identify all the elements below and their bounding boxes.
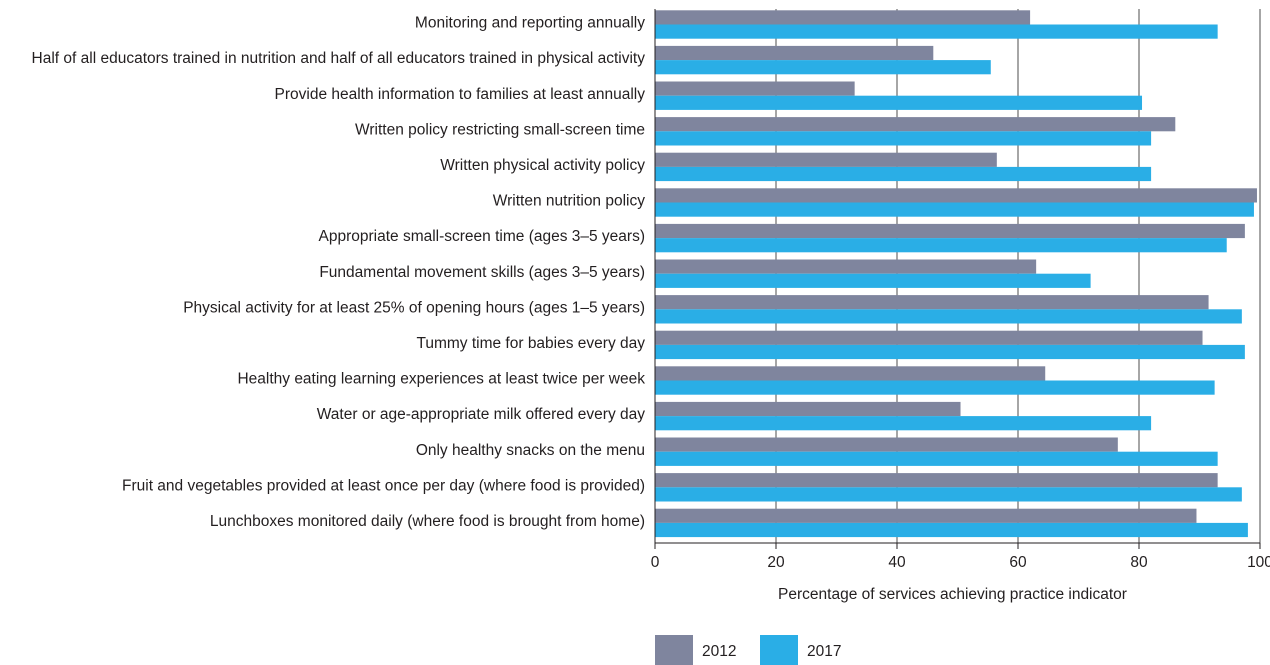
bar-2012-13 <box>655 473 1218 488</box>
bar-2012-10 <box>655 366 1046 381</box>
bar-2017-13 <box>655 487 1242 502</box>
category-label-14: Lunchboxes monitored daily (where food i… <box>210 513 645 530</box>
bar-2017-1 <box>655 60 991 75</box>
bar-2017-14 <box>655 522 1248 538</box>
bar-2012-2 <box>655 81 855 96</box>
bar-2017-7 <box>655 273 1091 288</box>
category-label-3: Written policy restricting small-screen … <box>355 121 645 138</box>
category-label-9: Tummy time for babies every day <box>416 335 645 352</box>
bar-2012-11 <box>655 401 961 417</box>
bar-2012-6 <box>655 223 1245 239</box>
bar-2012-1 <box>655 45 934 61</box>
legend-label-2017: 2017 <box>807 643 841 660</box>
bar-2012-3 <box>655 117 1176 132</box>
x-axis-title: Percentage of services achieving practic… <box>778 586 1127 603</box>
bar-2017-10 <box>655 380 1215 395</box>
x-tick-label-20: 20 <box>767 554 785 571</box>
legend-swatch-2012 <box>655 635 693 665</box>
category-label-1: Half of all educators trained in nutriti… <box>32 50 646 67</box>
legend-label-2012: 2012 <box>702 643 736 660</box>
category-label-0: Monitoring and reporting annually <box>415 15 645 32</box>
category-label-5: Written nutrition policy <box>493 193 645 210</box>
bar-2017-6 <box>655 238 1227 253</box>
category-label-11: Water or age-appropriate milk offered ev… <box>317 406 645 423</box>
bar-2012-0 <box>655 10 1031 25</box>
bar-2012-5 <box>655 188 1257 203</box>
bar-2017-12 <box>655 451 1218 466</box>
category-labels: Monitoring and reporting annually Half of… <box>32 15 646 530</box>
bar-2017-9 <box>655 344 1245 360</box>
x-tick-label-0: 0 <box>651 554 660 571</box>
category-label-10: Healthy eating learning experiences at l… <box>237 371 645 388</box>
bar-2017-0 <box>655 24 1218 39</box>
bars <box>655 10 1257 538</box>
x-axis: 0 20 40 60 80 100 <box>651 9 1270 571</box>
bar-2012-7 <box>655 259 1037 274</box>
bar-2017-11 <box>655 416 1152 431</box>
bar-2012-8 <box>655 295 1209 310</box>
bar-2012-12 <box>655 437 1118 452</box>
x-tick-label-40: 40 <box>888 554 906 571</box>
legend-swatch-2017 <box>760 635 798 665</box>
bar-2017-5 <box>655 202 1254 217</box>
category-label-4: Written physical activity policy <box>440 157 645 174</box>
category-label-12: Only healthy snacks on the menu <box>416 442 645 459</box>
bar-2017-8 <box>655 309 1242 324</box>
bar-2017-4 <box>655 166 1152 182</box>
category-label-7: Fundamental movement skills (ages 3–5 ye… <box>319 264 645 281</box>
x-tick-label-100: 100 <box>1247 554 1270 571</box>
bar-2017-2 <box>655 95 1143 110</box>
legend: 2012 2017 <box>655 635 841 665</box>
bar-2012-9 <box>655 330 1203 345</box>
category-label-2: Provide health information to families a… <box>275 86 646 103</box>
category-label-13: Fruit and vegetables provided at least o… <box>122 477 645 494</box>
category-label-8: Physical activity for at least 25% of op… <box>183 299 645 316</box>
x-tick-label-60: 60 <box>1009 554 1027 571</box>
bar-2012-14 <box>655 508 1197 523</box>
category-label-6: Appropriate small-screen time (ages 3–5 … <box>319 228 646 245</box>
bar-2012-4 <box>655 152 997 167</box>
x-tick-label-80: 80 <box>1130 554 1148 571</box>
bar-2017-3 <box>655 131 1152 146</box>
